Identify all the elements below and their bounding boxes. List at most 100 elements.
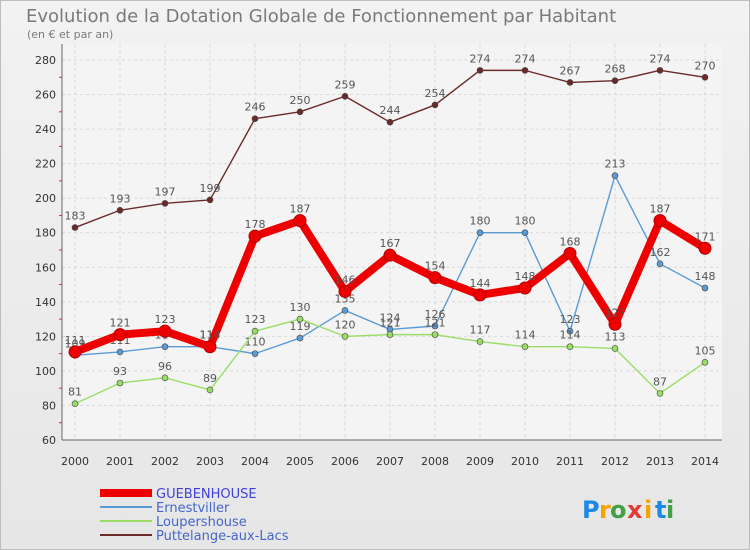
- data-label: 110: [245, 336, 266, 349]
- legend-label: Puttelange-aux-Lacs: [156, 529, 289, 544]
- data-label: 171: [695, 230, 716, 243]
- data-point: [296, 334, 304, 342]
- data-label: 250: [290, 94, 311, 107]
- data-label: 193: [110, 192, 131, 205]
- data-label: 162: [650, 246, 671, 259]
- data-point: [386, 331, 394, 338]
- data-point: [341, 92, 349, 100]
- data-point: [293, 214, 307, 228]
- data-point: [248, 229, 262, 243]
- data-label: 154: [425, 260, 446, 273]
- plot-background: [62, 44, 722, 440]
- data-point: [431, 331, 439, 338]
- logo-letter: i: [666, 496, 674, 524]
- data-label: 111: [65, 334, 86, 347]
- data-label: 113: [605, 330, 626, 343]
- data-label: 114: [515, 329, 536, 342]
- data-point: [251, 350, 259, 357]
- series-puttelange-aux-lacs: 183 193 197 199 246 250 259 244 254 274 274 267 268 2…: [65, 52, 716, 231]
- x-tick-label: 2014: [691, 455, 719, 468]
- data-point: [431, 101, 439, 109]
- data-point: [701, 358, 709, 366]
- legend-label: GUEBENHOUSE: [156, 487, 257, 502]
- data-point: [518, 281, 532, 295]
- data-label: 121: [425, 317, 446, 330]
- data-label: 127: [605, 306, 626, 319]
- logo-letter: x: [627, 496, 643, 524]
- legend-label: Ernestviller: [156, 501, 230, 516]
- y-tick-label: 60: [42, 434, 56, 447]
- data-label: 187: [290, 203, 311, 216]
- data-point: [608, 317, 622, 331]
- data-point: [296, 108, 304, 116]
- data-label: 114: [200, 329, 221, 342]
- data-label: 244: [380, 104, 401, 117]
- data-label: 114: [560, 329, 581, 342]
- x-tick-label: 2002: [151, 455, 179, 468]
- y-tick-label: 100: [35, 365, 56, 378]
- data-label: 168: [560, 235, 581, 248]
- data-point: [476, 229, 484, 237]
- x-tick-label: 2007: [376, 455, 404, 468]
- data-point: [116, 379, 124, 387]
- plot-area: 60 80 100 120 140 160 180 200 220 240 260 280 2000 20…: [35, 44, 722, 468]
- data-label: 274: [650, 52, 671, 65]
- series-guebenhouse: 111 121 123 114 178 187 146 167 154 144 148 168 127 1…: [65, 203, 716, 359]
- data-label: 180: [515, 215, 536, 228]
- data-point: [206, 196, 214, 204]
- y-tick-label: 180: [35, 227, 56, 240]
- x-tick-label: 2011: [556, 455, 584, 468]
- data-label: 180: [470, 215, 491, 228]
- data-label: 274: [515, 52, 536, 65]
- x-tick-label: 2005: [286, 455, 314, 468]
- series-loupershouse: 81 93 96 89 123 130 120 121 121 117 114 114 113 87 105: [68, 301, 716, 408]
- data-label: 119: [290, 320, 311, 333]
- y-tick-label: 140: [35, 296, 56, 309]
- data-point: [341, 307, 349, 314]
- data-point: [386, 118, 394, 126]
- data-point: [116, 348, 124, 356]
- data-label: 123: [245, 313, 266, 326]
- data-label: 126: [425, 308, 446, 321]
- data-point: [611, 345, 619, 352]
- logo-letter: t: [655, 496, 666, 524]
- data-label: 254: [425, 87, 446, 100]
- data-label: 89: [203, 372, 217, 385]
- data-point: [476, 338, 484, 345]
- data-label: 183: [65, 210, 86, 223]
- data-label: 121: [110, 317, 131, 330]
- data-point: [161, 200, 169, 207]
- data-label: 130: [290, 301, 311, 314]
- data-label: 96: [158, 360, 172, 373]
- data-point: [338, 284, 352, 298]
- data-label: 144: [470, 277, 491, 290]
- data-label: 267: [560, 64, 581, 77]
- data-point: [611, 172, 619, 180]
- data-label: 146: [335, 273, 356, 286]
- data-point: [656, 260, 664, 268]
- data-point: [701, 73, 709, 81]
- logo-letter: o: [610, 496, 627, 524]
- data-point: [296, 315, 304, 323]
- logo-letter: P: [582, 496, 600, 524]
- x-tick-label: 2001: [106, 455, 134, 468]
- data-point: [206, 386, 214, 394]
- data-point: [566, 327, 574, 335]
- data-point: [521, 67, 529, 74]
- data-point: [473, 288, 487, 302]
- data-label: 135: [335, 292, 356, 305]
- data-label: 178: [245, 218, 266, 231]
- data-point: [251, 115, 259, 123]
- x-tick-label: 2000: [61, 455, 89, 468]
- data-point: [71, 224, 79, 231]
- y-tick-label: 200: [35, 192, 56, 205]
- data-label: 274: [470, 52, 491, 65]
- data-point: [698, 241, 712, 255]
- data-label: 87: [653, 375, 667, 388]
- y-tick-label: 160: [35, 261, 56, 274]
- data-point: [566, 343, 574, 351]
- logo-letter: i: [644, 496, 652, 524]
- data-label: 124: [380, 311, 401, 324]
- data-label: 187: [650, 203, 671, 216]
- data-label: 117: [470, 324, 491, 337]
